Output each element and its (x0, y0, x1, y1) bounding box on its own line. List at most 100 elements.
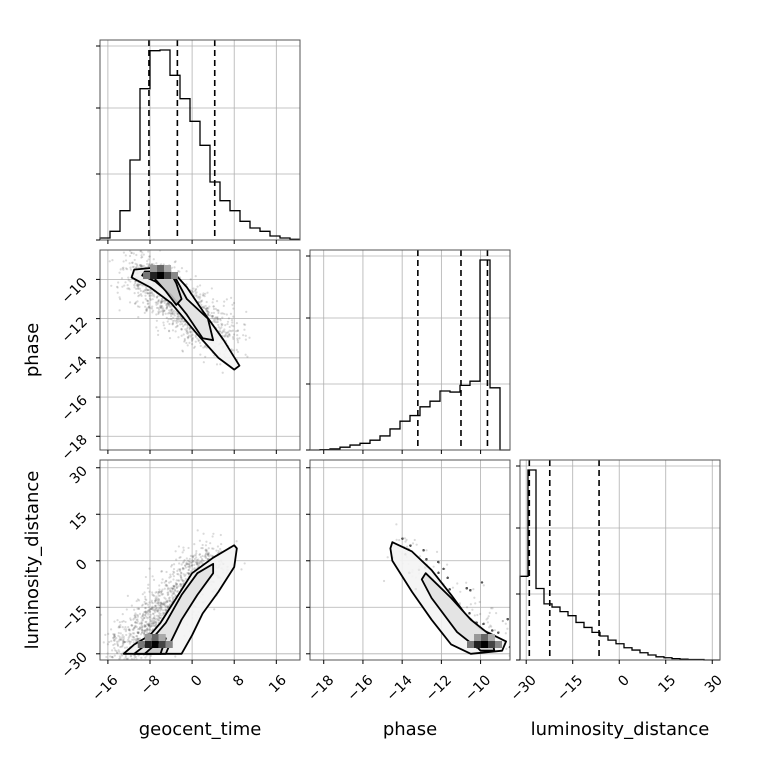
sample-point (172, 578, 175, 581)
sample-point (176, 317, 179, 320)
sample-point (480, 581, 484, 584)
sample-point (148, 608, 151, 611)
sample-point (129, 634, 132, 637)
sample-point (448, 588, 451, 591)
sample-point (131, 635, 134, 638)
sample-point (489, 624, 492, 627)
sample-point (448, 588, 451, 591)
sample-point (132, 618, 135, 621)
sample-point (153, 599, 157, 602)
sample-point (136, 282, 139, 286)
sample-point (143, 623, 146, 627)
sample-point (174, 584, 177, 587)
sample-point (137, 283, 140, 286)
sample-point (197, 339, 200, 343)
sample-point (217, 318, 220, 321)
sample-point (512, 630, 514, 632)
sample-point (147, 613, 150, 616)
y-tick-label: 15 (67, 510, 91, 534)
sample-point (191, 555, 194, 558)
sample-point (482, 622, 485, 626)
sample-point (205, 308, 208, 311)
sample-point (162, 300, 165, 303)
sample-point (432, 565, 435, 568)
sample-point (480, 581, 484, 584)
sample-point (164, 584, 167, 587)
x-tick-label: −12 (423, 672, 455, 704)
density-bin (481, 633, 489, 641)
x-tick-label: −16 (89, 672, 121, 704)
sample-point (215, 300, 219, 303)
sample-point (185, 562, 188, 565)
sample-point (465, 587, 468, 590)
sample-point (138, 622, 141, 625)
sample-point (468, 612, 471, 615)
sample-point (144, 575, 148, 579)
sample-point (403, 537, 407, 540)
sample-point (497, 631, 500, 634)
sample-point (131, 632, 135, 635)
sample-point (113, 635, 116, 638)
sample-point (448, 588, 451, 591)
sample-point (126, 594, 129, 597)
sample-point (173, 592, 176, 596)
sample-point (491, 629, 494, 632)
sample-point (437, 571, 440, 574)
sample-point (497, 631, 500, 634)
sample-point (422, 549, 425, 552)
sample-point (401, 537, 404, 540)
sample-point (409, 544, 412, 547)
sample-point (185, 283, 188, 286)
sample-point (425, 558, 428, 561)
sample-point (446, 576, 449, 579)
sample-point (120, 645, 123, 648)
sample-point (174, 589, 177, 592)
sample-point (144, 606, 147, 610)
sample-point (198, 539, 202, 542)
sample-point (148, 255, 151, 258)
sample-point (152, 293, 155, 296)
sample-point (149, 306, 152, 309)
sample-point (193, 290, 197, 293)
sample-point (152, 608, 155, 611)
x-tick-label: 16 (266, 672, 290, 696)
sample-point (148, 616, 151, 619)
density-bin (151, 633, 159, 641)
sample-point (130, 251, 133, 255)
sample-point (156, 609, 159, 612)
sample-point (228, 333, 231, 336)
sample-point (115, 649, 118, 653)
sample-point (113, 647, 116, 650)
sample-point (227, 335, 230, 338)
sample-point (170, 318, 173, 321)
x-tick-label: −10 (462, 672, 494, 704)
sample-point (236, 339, 239, 342)
sample-point (148, 601, 151, 604)
sample-point (145, 308, 149, 311)
sample-point (202, 532, 205, 535)
sample-point (172, 585, 176, 588)
sample-point (136, 284, 139, 288)
sample-point (512, 630, 514, 632)
sample-point (212, 307, 216, 311)
sample-point (168, 303, 171, 306)
sample-point (166, 305, 169, 308)
sample-point (437, 560, 440, 564)
sample-point (517, 653, 519, 655)
sample-point (192, 346, 196, 349)
sample-point (437, 560, 440, 564)
sample-point (145, 654, 148, 657)
sample-point (152, 622, 155, 625)
sample-point (212, 318, 215, 321)
sample-point (171, 587, 175, 590)
sample-point (164, 605, 167, 609)
sample-point (219, 317, 222, 321)
sample-point (175, 320, 178, 323)
sample-point (157, 618, 161, 621)
sample-point (164, 583, 168, 586)
sample-point (497, 631, 500, 634)
sample-point (465, 587, 468, 590)
sample-point (207, 552, 211, 555)
sample-point (209, 554, 212, 557)
sample-point (401, 537, 404, 540)
